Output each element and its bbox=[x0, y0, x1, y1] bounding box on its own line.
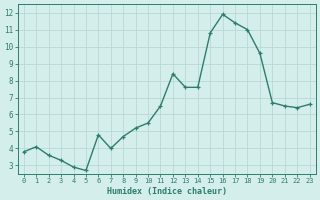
X-axis label: Humidex (Indice chaleur): Humidex (Indice chaleur) bbox=[107, 187, 227, 196]
